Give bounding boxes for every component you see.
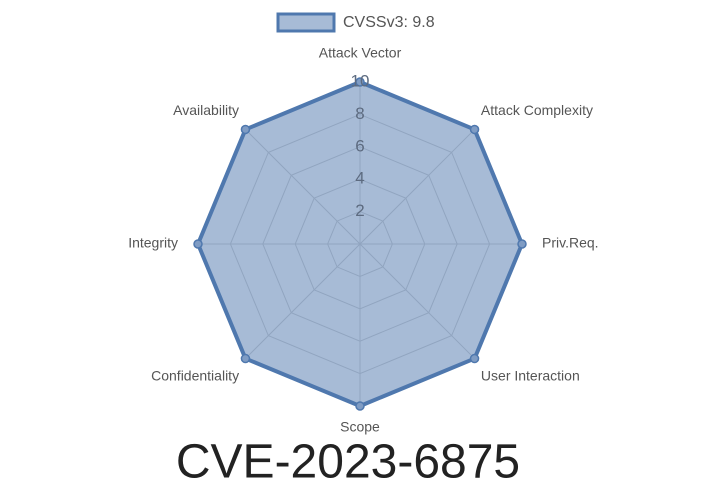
data-point [193,239,203,249]
chart-title: CVE-2023-6875 [176,436,520,489]
data-point [240,124,251,135]
category-label: Attack Vector [319,45,402,61]
category-label: Attack Complexity [481,102,593,118]
category-label: Integrity [128,235,178,251]
r-tick-label: 8 [355,104,364,123]
category-label: User Interaction [481,368,580,384]
labels: CVSSv3: 9.8 2 4 6 8 10 Attack Vector Attack Com… [128,12,599,435]
data [193,77,527,411]
data-point [355,77,365,87]
r-tick-label: 2 [355,201,364,220]
data-point [355,401,365,411]
r-tick-label: 6 [355,136,364,155]
data-point [240,353,251,364]
r-tick-label: 10 [351,71,370,90]
legend-label: CVSSv3: 9.8 [343,14,435,31]
category-label: Confidentiality [151,368,239,384]
data-point [469,353,480,364]
legend-swatch [276,12,336,33]
data-point [469,124,480,135]
category-label: Scope [340,419,380,435]
category-label: Availability [173,102,239,118]
r-tick-label: 4 [355,169,364,188]
category-label: Priv.Req. [542,235,599,251]
data-point [517,239,527,249]
